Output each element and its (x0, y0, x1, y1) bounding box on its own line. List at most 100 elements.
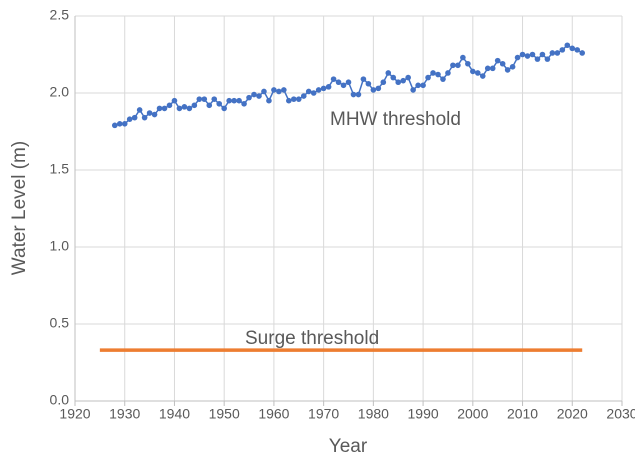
data-point (111, 122, 118, 129)
data-point (440, 76, 446, 82)
data-point (494, 57, 501, 64)
x-tick-label: 1930 (109, 406, 140, 422)
data-point (390, 74, 397, 81)
data-point (450, 62, 456, 69)
data-point (479, 73, 486, 79)
data-point (276, 88, 282, 95)
data-point (385, 70, 392, 76)
data-point (355, 91, 362, 98)
data-point (370, 87, 377, 93)
data-point (261, 88, 267, 95)
data-point (519, 51, 526, 58)
data-point (176, 105, 183, 112)
data-point (554, 50, 561, 56)
data-point (201, 96, 208, 102)
data-point (539, 51, 546, 58)
data-point (504, 67, 511, 73)
data-point (569, 45, 576, 52)
data-point (136, 107, 143, 113)
data-point (146, 110, 153, 116)
data-point (514, 54, 521, 61)
data-point (544, 56, 551, 62)
x-tick-label: 1970 (308, 406, 339, 422)
data-point (236, 97, 242, 104)
data-point (151, 111, 158, 118)
data-point (291, 96, 297, 102)
data-point (171, 97, 178, 104)
data-point (460, 54, 466, 61)
data-point (256, 93, 262, 99)
marks (99, 42, 586, 352)
data-point (579, 50, 586, 56)
y-tick-label: 0.5 (50, 315, 70, 331)
data-point (271, 87, 277, 93)
data-point (470, 68, 476, 75)
data-point (534, 56, 541, 62)
y-axis-title: Water Level (m) (9, 141, 30, 275)
data-point (445, 70, 451, 76)
data-point (295, 96, 302, 102)
data-point (251, 91, 257, 98)
data-point (131, 114, 138, 121)
data-point (161, 105, 168, 112)
x-tick-label: 1950 (209, 406, 240, 422)
data-point (126, 116, 133, 122)
data-point (141, 114, 148, 121)
data-point (325, 84, 332, 90)
grid (74, 15, 623, 402)
data-point (474, 70, 481, 76)
x-tick-label: 2000 (457, 406, 488, 422)
data-point (166, 102, 173, 109)
x-tick-label: 1990 (408, 406, 439, 422)
data-point (410, 87, 416, 93)
x-axis-title: Year (329, 436, 368, 457)
series-label: Surge threshold (245, 328, 379, 349)
data-point (121, 121, 128, 127)
data-point (365, 80, 372, 87)
data-point (484, 65, 491, 72)
data-point (395, 79, 402, 86)
data-point (375, 85, 382, 92)
x-tick-label: 1980 (358, 406, 389, 422)
x-tick-label: 1920 (59, 406, 90, 422)
data-point (206, 102, 213, 109)
x-tick-label: 2030 (606, 406, 635, 422)
data-point (305, 88, 312, 95)
data-point (350, 91, 357, 98)
data-point (360, 76, 367, 82)
data-point (241, 100, 247, 107)
data-point (330, 76, 337, 82)
data-point (116, 121, 123, 127)
data-point (465, 60, 471, 67)
x-tick-label: 2010 (507, 406, 538, 422)
data-point (246, 94, 252, 101)
data-point (499, 60, 506, 67)
data-point (509, 64, 516, 70)
data-point (340, 82, 347, 89)
y-tick-label: 2.0 (50, 84, 70, 100)
data-point (549, 50, 556, 56)
x-tick-label: 2020 (557, 406, 588, 422)
data-point (574, 47, 581, 53)
data-point (489, 65, 496, 72)
data-point (231, 97, 237, 104)
data-point (226, 97, 232, 104)
y-tick-label: 1.5 (50, 161, 70, 177)
data-point (281, 87, 287, 93)
x-tick-label: 1960 (258, 406, 289, 422)
y-tick-label: 1.0 (50, 238, 70, 254)
data-point (564, 42, 571, 49)
data-point (345, 79, 352, 86)
data-point (211, 96, 218, 102)
data-point (196, 96, 203, 102)
data-point (191, 102, 198, 109)
data-point (221, 105, 227, 112)
data-point (300, 93, 307, 99)
data-point (310, 90, 317, 96)
x-tick-label: 1940 (159, 406, 190, 422)
axes: 0.0 0.5 1.0 1.5 2.0 2.5 1920 1930 1940 1950 1960 19… (50, 7, 635, 422)
data-point (266, 97, 272, 104)
data-point (524, 53, 531, 59)
data-point (430, 70, 436, 76)
